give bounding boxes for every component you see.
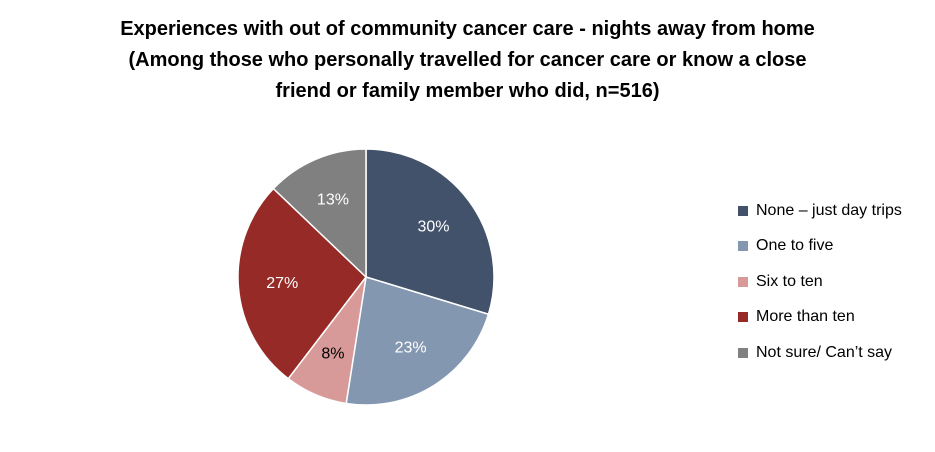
chart-title-line-1: Experiences with out of community cancer…	[120, 18, 815, 40]
chart-title-line-2: (Among those who personally travelled fo…	[128, 49, 807, 71]
legend-swatch	[738, 205, 748, 216]
legend-label: More than ten	[756, 308, 855, 326]
legend-label: None – just day trips	[756, 201, 902, 219]
pie-slice-one-to-five	[345, 276, 490, 406]
data-label-not-sure: 13%	[317, 191, 349, 208]
legend-swatch	[738, 347, 748, 358]
pie-slice-not-sure	[272, 148, 367, 279]
data-label-one-to-five: 23%	[395, 340, 427, 357]
legend-item-none-day-trips: None – just day trips	[738, 193, 902, 229]
legend-swatch	[738, 312, 748, 323]
legend-label: One to five	[756, 237, 834, 255]
pie-slice-none-day-trips	[365, 148, 495, 316]
legend-swatch	[738, 276, 748, 287]
chart-title: Experiences with out of community cancer…	[0, 14, 935, 107]
legend-swatch	[738, 241, 748, 252]
legend-label: Not sure/ Can’t say	[756, 343, 893, 361]
legend-item-not-sure: Not sure/ Can’t say	[738, 335, 902, 371]
chart-title-line-3: friend or family member who did, n=516)	[275, 80, 660, 102]
legend-item-six-to-ten: Six to ten	[738, 264, 902, 300]
data-label-more-than-ten: 27%	[266, 275, 298, 292]
legend-item-one-to-five: One to five	[738, 229, 902, 265]
data-label-none-day-trips: 30%	[417, 218, 449, 235]
legend: None – just day trips One to five Six to…	[738, 193, 902, 371]
data-label-six-to-ten: 8%	[321, 346, 344, 363]
legend-label: Six to ten	[756, 272, 823, 290]
pie-slice-more-than-ten	[237, 187, 368, 380]
legend-item-more-than-ten: More than ten	[738, 300, 902, 336]
